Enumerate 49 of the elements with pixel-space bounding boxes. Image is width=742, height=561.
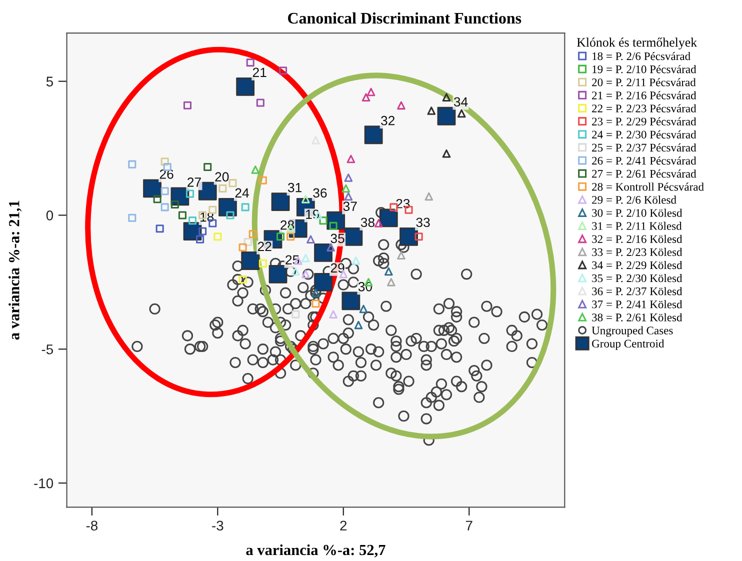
legend-label: 25 = P. 2/37 Pécsvárad [592, 143, 696, 152]
annotation: 34 [454, 97, 468, 107]
legend-label: Group Centroid [592, 339, 664, 350]
annotation: 38 [360, 218, 374, 228]
annotation: 36 [313, 188, 327, 198]
annotation: 21 [252, 68, 266, 77]
legend-label: 30 = P. 2/10 Kölesd [592, 208, 682, 217]
legend-label: 21 = P. 2/16 Pécsvárad [592, 91, 696, 100]
x-tick-label: -3 [212, 520, 224, 531]
legend-title: Klónok és termőhelyek [576, 38, 698, 50]
legend-label: 20 = P. 2/11 Pécsvárad [592, 78, 696, 86]
y-tick-label: 5 [46, 76, 54, 86]
legend-label: 22 = P. 2/23 Pécsvárad [592, 104, 696, 112]
legend-label: 34 = P. 2/29 Kölesd [592, 260, 682, 270]
annotation: 27 [188, 178, 201, 187]
legend-label: 24 = P. 2/30 Pécsvárad [592, 130, 696, 139]
legend-label: 38 = P. 2/61 Kölesd [592, 313, 682, 322]
annotation: 22 [258, 242, 272, 252]
annotation: 29 [330, 263, 344, 273]
annotation: 33 [416, 218, 430, 228]
annotation: 20 [215, 172, 229, 182]
legend-label: 26 = P. 2/41 Pécsvárad [592, 156, 696, 165]
legend-label: 18 = P. 2/6 Pécsvárad [592, 52, 690, 60]
legend-label: 35 = P. 2/30 Kölesd [592, 274, 682, 282]
annotation: 32 [381, 116, 395, 126]
x-tick-label: -8 [86, 520, 98, 531]
x-tick-label: 7 [466, 520, 472, 530]
y-axis-title: a variancia %-a: 21,1 [8, 200, 22, 340]
annotation: 35 [330, 234, 344, 244]
annotation: 37 [343, 202, 357, 211]
x-tick-label: 2 [340, 520, 347, 530]
annotation: 24 [235, 188, 249, 198]
legend-label: 19 = P. 2/10 Pécsvárad [592, 65, 696, 74]
legend-label: 37 = P. 2/41 Kölesd [592, 300, 682, 308]
legend-label: 27 = P. 2/61 Pécsvárad [592, 170, 696, 178]
legend-label: 32 = P. 2/16 Kölesd [592, 234, 682, 244]
chart-title: Canonical Discriminant Functions [288, 12, 522, 24]
annotation: 31 [288, 182, 302, 192]
legend-label: 33 = P. 2/23 Kölesd [592, 248, 682, 256]
y-tick-label: 0 [46, 210, 54, 220]
legend-label: 23 = P. 2/29 Pécsvárad [592, 117, 696, 126]
y-tick-label: -5 [42, 344, 54, 354]
legend-label: 31 = P. 2/11 Kölesd [592, 222, 682, 230]
legend-label: 28 = Kontroll Pécsvárad [592, 182, 704, 191]
x-axis-title: a variancia %-a: 52,7 [246, 544, 386, 558]
y-tick-label: -10 [34, 478, 54, 488]
legend-label: Ungrouped Cases [592, 326, 673, 337]
legend-label: 29 = P. 2/6 Kölesd [592, 196, 676, 204]
legend-label: 36 = P. 2/37 Kölesd [592, 287, 682, 296]
